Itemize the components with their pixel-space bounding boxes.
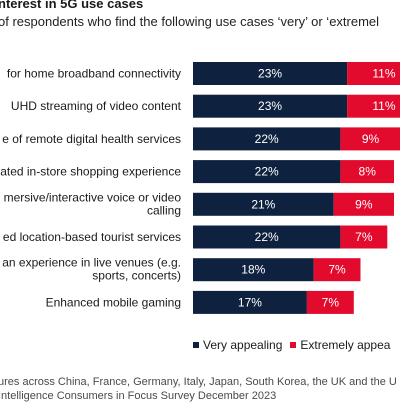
value-label-very-appealing: 21% — [251, 197, 275, 211]
legend-label-very-appealing: Very appealing — [203, 338, 283, 352]
legend-label-extremely-appealing: Extremely appea — [300, 338, 391, 352]
value-label-very-appealing: 22% — [255, 165, 279, 179]
category-label: UHD streaming of video content — [11, 99, 182, 113]
chart-subtitle: of respondents who find the following us… — [0, 14, 380, 29]
bar-very-appealing — [193, 127, 341, 151]
bar-extremely-appealing — [347, 94, 400, 118]
bar-very-appealing — [193, 192, 334, 216]
bar-extremely-appealing — [306, 290, 354, 314]
value-label-extremely-appealing: 9% — [362, 132, 380, 146]
bar-extremely-appealing — [333, 192, 394, 216]
bar-very-appealing — [193, 160, 341, 184]
value-label-extremely-appealing: 9% — [355, 197, 373, 211]
category-label: ed location-based tourist services — [3, 230, 181, 244]
bar-extremely-appealing — [340, 225, 388, 249]
value-label-very-appealing: 17% — [238, 295, 262, 309]
bar-extremely-appealing — [313, 258, 361, 282]
category-label: Enhanced mobile gaming — [46, 295, 181, 309]
legend: Very appealing Extremely appea — [193, 338, 398, 352]
value-label-extremely-appealing: 7% — [322, 295, 340, 309]
category-label: for home broadband connectivity — [7, 67, 181, 81]
bar-very-appealing — [193, 62, 348, 85]
bar-very-appealing — [193, 290, 307, 314]
legend-item-extremely-appealing: Extremely appea — [290, 338, 390, 352]
source-note-line-2: Intelligence Consumers in Focus Survey D… — [0, 390, 277, 402]
bar-very-appealing — [193, 94, 348, 118]
value-label-very-appealing: 23% — [258, 99, 282, 113]
source-note-line-1: ures across China, France, Germany, Ital… — [0, 376, 397, 388]
legend-swatch-extremely-appealing — [290, 342, 297, 348]
category-label: ated in-store shopping experience — [0, 165, 181, 179]
value-label-extremely-appealing: 7% — [328, 263, 346, 277]
bar-extremely-appealing — [347, 62, 400, 85]
value-label-very-appealing: 22% — [255, 132, 279, 146]
value-label-extremely-appealing: 11% — [372, 99, 395, 113]
bar-very-appealing — [193, 225, 341, 249]
value-label-very-appealing: 18% — [241, 263, 265, 277]
chart-title: nterest in 5G use cases — [0, 0, 144, 11]
category-label: e of remote digital health services — [2, 132, 181, 146]
value-label-extremely-appealing: 11% — [372, 67, 395, 81]
bar-very-appealing — [193, 258, 314, 282]
bar-extremely-appealing — [340, 127, 400, 151]
bar-extremely-appealing — [340, 160, 394, 184]
value-label-very-appealing: 23% — [258, 67, 282, 81]
value-label-very-appealing: 22% — [255, 230, 279, 244]
category-label: mersive/interactive voice or video callin… — [4, 190, 182, 217]
legend-item-very-appealing: Very appealing — [193, 338, 282, 352]
legend-swatch-very-appealing — [193, 342, 199, 348]
value-label-extremely-appealing: 8% — [359, 165, 377, 179]
value-label-extremely-appealing: 7% — [355, 230, 373, 244]
category-label: an experience in live venues (e.g. sports… — [2, 256, 181, 283]
